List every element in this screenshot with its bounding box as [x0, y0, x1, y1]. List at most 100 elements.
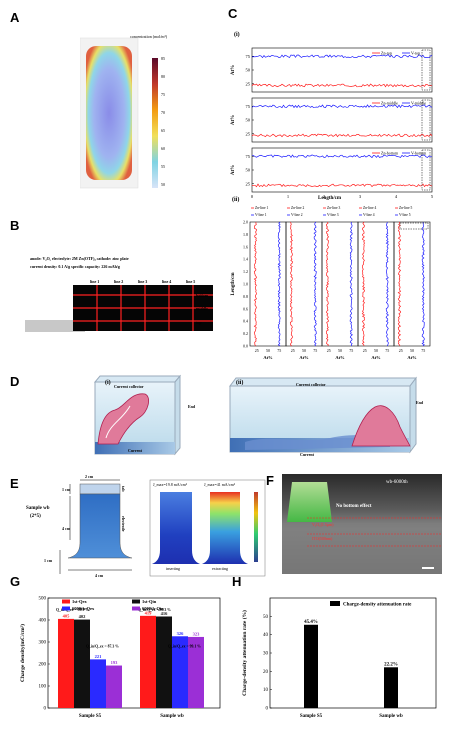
charge-density-bar-chart: 0 100 200 300 400 500 Charge density(mC/cm²) 40… [19, 597, 221, 719]
bar [74, 619, 90, 708]
x-tick-label: 1 [287, 194, 289, 199]
y-tick-label: 0 [44, 707, 47, 712]
y-tick-label: 0.6 [243, 306, 248, 311]
colorbar-tick: 80 [161, 74, 165, 79]
y-tick-label: 75 [246, 104, 251, 109]
experiment-conditions-2: current density: 0.1 A/g specific capaci… [30, 264, 120, 269]
bottom-width-dim: 4 cm [95, 573, 104, 578]
zn-line-legend: Zn-line 5 [399, 206, 412, 210]
zn-line-legend: Zn-line 3 [327, 206, 340, 210]
panel-label-f: F [266, 473, 274, 488]
plot-frame [269, 597, 437, 709]
y-axis-label: Length/cm [231, 272, 236, 296]
edge-highlight-box [421, 149, 431, 191]
category-label: Sample S5 [79, 714, 102, 719]
zn-line-legend: Zn-line 4 [363, 206, 376, 210]
v-scan-line [349, 221, 353, 347]
category-label: Sample wb [160, 714, 184, 719]
colorbar-tick: 60 [161, 146, 165, 151]
v-line-legend: V-line 3 [327, 213, 339, 217]
y-tick-label: 1.0 [243, 282, 248, 287]
y-tick-label: 0.2 [243, 331, 248, 336]
x-tick-label: 50 [374, 348, 378, 353]
x-axis-label: At% [335, 355, 345, 360]
plot-frame [47, 597, 221, 709]
zn-scan-line [397, 221, 402, 347]
y-tick-label: 500 [39, 597, 47, 602]
y-tick-label: 50 [246, 118, 251, 123]
line-scan-frame [321, 221, 359, 347]
legend-swatch [62, 606, 70, 611]
bar [156, 616, 172, 708]
y-tick-label: 20 [263, 670, 269, 675]
bar [188, 636, 204, 708]
panel-label-a: A [10, 10, 20, 25]
edge-highlight-box [421, 49, 431, 91]
subpanel-cii-label: (ii) [232, 197, 240, 203]
v-profile-line [251, 154, 432, 159]
category-label: Sample S5 [300, 714, 323, 719]
bar-value-label: 402 [79, 614, 87, 619]
x-tick-label: 25 [363, 348, 367, 353]
attenuation-bar-chart: 0 10 20 30 40 50 Charge-density attenuation ra… [241, 597, 437, 719]
length-axis-label: Length/cm [318, 196, 342, 201]
x-axis-label: At% [263, 355, 273, 360]
v-profile-line [251, 104, 433, 109]
no-bottom-effect-label: No bottom effect [336, 504, 372, 509]
v-legend-label: V-bottom [411, 151, 427, 156]
end-label-i: End [188, 404, 196, 409]
y-tick-label: 50 [246, 68, 251, 73]
bar-value-label: 45.4% [304, 620, 318, 625]
panel-label-d: D [10, 374, 20, 389]
y-axis-label: Charge density(mC/cm²) [19, 624, 26, 682]
x-tick-label: 75 [421, 348, 425, 353]
bar-value-label: 416 [161, 611, 169, 616]
y-tick-label: 300 [39, 641, 47, 646]
y-tick-label: 1.6 [243, 244, 248, 249]
bar-value-label: 326 [177, 631, 185, 636]
electrode-label: electrode [121, 516, 126, 532]
zn-profile-line [251, 183, 433, 188]
x-tick-label: 50 [338, 348, 342, 353]
row-label-bottom: bottom [196, 293, 209, 298]
bar-value-label: 193 [111, 660, 119, 665]
y-tick-label: 1.2 [243, 269, 248, 274]
sem-title: wb-6000th [386, 480, 408, 485]
panel-label-h: H [232, 574, 242, 589]
x-axis-label: At% [371, 355, 381, 360]
deposition-illustration [93, 374, 417, 456]
bar [172, 636, 188, 708]
y-tick-label: 400 [39, 619, 47, 624]
ratio-annotation: Q_in/Q_ex = 99.1 % [168, 645, 201, 649]
y-tick-label: 0.4 [243, 319, 248, 324]
bar [304, 624, 318, 708]
tab-label: tab [121, 486, 126, 492]
ito-layer-label: ITO(500nm) [312, 536, 333, 541]
y-tick-label: 75 [246, 154, 251, 159]
jmax-extracting: J_max=41 mA/cm² [204, 482, 235, 487]
bar-value-label: 22.2% [384, 662, 398, 667]
category-label: Sample wb [379, 714, 403, 719]
legend-swatch [330, 601, 340, 606]
bar-value-label: 405 [63, 613, 71, 618]
colorbar [152, 58, 158, 188]
zn-legend-label: Zn-middle [381, 101, 398, 106]
x-tick-label: 75 [277, 348, 281, 353]
v-line-legend: V-line 2 [291, 213, 303, 217]
v-line-legend: V-line 5 [399, 213, 411, 217]
colorbar-tick: 50 [161, 182, 165, 187]
zn-line-legend: Zn-line 2 [291, 206, 304, 210]
jmax-inserting: J_max=19.8 mA/cm² [153, 482, 187, 487]
top-width-dim: 2 cm [85, 474, 94, 479]
x-tick-label: 50 [266, 348, 270, 353]
zn-scan-line [325, 221, 330, 347]
x-tick-label: 75 [385, 348, 389, 353]
x-tick-label: 0 [251, 194, 254, 199]
y-tick-label: 50 [263, 615, 269, 620]
x-tick-label: 25 [399, 348, 403, 353]
collector-label-ii: Current collector [296, 382, 326, 387]
electrode-geometry [59, 479, 266, 577]
colorbar-tick: 75 [161, 92, 165, 97]
subpanel-di-label: (i) [105, 380, 111, 386]
